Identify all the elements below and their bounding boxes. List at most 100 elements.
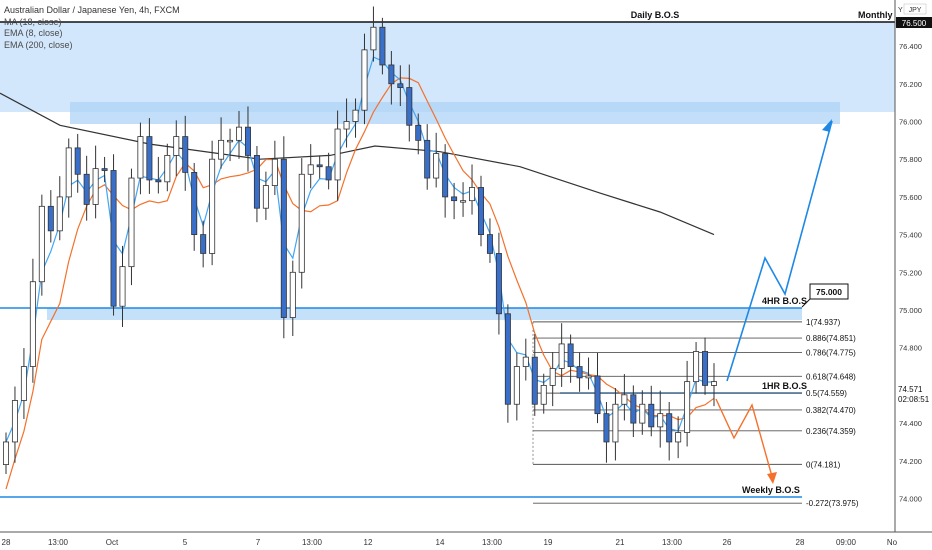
price-tick-label: 76.200 [899, 80, 922, 89]
candle-body [513, 366, 520, 405]
indicator-ma18[interactable]: MA (18, close) [4, 16, 62, 27]
candle-body [352, 109, 359, 122]
candle-body [316, 164, 323, 168]
fib-level-label: 1(74.937) [806, 318, 841, 327]
candle-body [253, 155, 260, 209]
candle-body [110, 170, 117, 307]
weekly-bos-label: Weekly B.O.S [742, 485, 800, 495]
price-tick-label: 75.200 [899, 268, 922, 277]
candle-body [504, 313, 511, 405]
candle-body [675, 432, 682, 443]
candle-body [343, 121, 350, 130]
monthly-label: Monthly [858, 10, 893, 20]
time-tick-label: 13:00 [482, 538, 503, 547]
ema-200-line [0, 92, 715, 236]
fib-level-label: 0.786(74.775) [806, 348, 856, 357]
candle-body [603, 413, 610, 443]
candle-body [65, 147, 72, 198]
h4-price-label: 75.000 [816, 287, 842, 297]
candle-body [29, 281, 36, 367]
candle-body [415, 124, 422, 141]
currency-badge-text: JPY [909, 7, 922, 14]
chart-legend[interactable]: Australian Dollar / Japanese Yen, 4h, FX… [4, 5, 180, 51]
fib-level-label: -0.272(73.975) [806, 499, 859, 508]
candle-body [469, 187, 476, 202]
candle-body [119, 266, 126, 307]
candle-body [218, 139, 225, 160]
candle-body [173, 136, 180, 156]
candle-body [164, 155, 171, 183]
time-tick-label: 21 [616, 538, 625, 547]
candle-body [3, 441, 9, 465]
current-price-text: 74.571 [898, 385, 923, 394]
currency-badge [903, 3, 927, 15]
candle-body [11, 400, 18, 443]
candle-body [128, 177, 135, 268]
symbol-title: Australian Dollar / Japanese Yen, 4h, FX… [4, 5, 180, 15]
bearish-arrowhead [767, 472, 777, 484]
candle-body [424, 139, 431, 179]
candle-body [451, 196, 458, 202]
h4-zone [47, 308, 802, 320]
fib-level-label: 0.618(74.648) [806, 372, 856, 381]
bullish-arrowhead [822, 119, 832, 132]
candle-body [433, 153, 440, 179]
candle-body [298, 173, 305, 273]
indicator-ema200[interactable]: EMA (200, close) [4, 39, 73, 50]
candle-body [388, 64, 395, 85]
time-tick-label: No [887, 538, 898, 547]
candle-body [442, 153, 449, 198]
bullish-projection-arrow [726, 120, 833, 382]
candles [3, 6, 718, 474]
candle-body [531, 356, 538, 405]
candle-body [567, 343, 574, 367]
candle-body [702, 351, 709, 386]
time-tick-label: 28 [2, 538, 11, 547]
daily-bos-label: Daily B.O.S [631, 10, 680, 20]
h1-bos-label: 1HR B.O.S [762, 381, 807, 391]
candle-body [137, 136, 144, 179]
indicator-ema8[interactable]: EMA (8, close) [4, 28, 63, 38]
fib-level-label: 0.886(74.851) [806, 334, 856, 343]
time-ticks[interactable]: 28 13:00 Oct 5 7 13:00 12 14 13:00 19 21 13:00 26 28 0… [2, 538, 898, 547]
candle-body [621, 394, 628, 405]
price-tick-label: 75.800 [899, 155, 922, 164]
current-price-tag [896, 383, 932, 405]
top-price-tag-text: 76.500 [902, 19, 927, 28]
time-tick-label: 13:00 [302, 538, 323, 547]
candle-body [522, 356, 529, 367]
price-tick-label: 74.000 [899, 495, 922, 504]
time-tick-label: 12 [364, 538, 373, 547]
candle-body [83, 173, 90, 205]
candle-body [227, 139, 234, 143]
price-tick-label: 74.200 [899, 457, 922, 466]
candle-body [612, 403, 619, 443]
h4-price-callout: 75.000 [801, 283, 849, 308]
candle-body [20, 366, 27, 401]
candle-body [594, 375, 601, 415]
top-price-tag [896, 17, 932, 28]
candle-body [585, 375, 592, 379]
candle-body [236, 126, 243, 141]
candle-body [540, 384, 547, 405]
candle-body [666, 413, 673, 443]
candle-body [576, 366, 583, 379]
fib-level-label: 0.236(74.359) [806, 427, 856, 436]
candle-body [262, 185, 269, 209]
price-tick-label: 76.400 [899, 42, 922, 51]
price-axis[interactable] [895, 0, 932, 532]
time-tick-label: 28 [796, 538, 805, 547]
candle-body [334, 128, 341, 181]
candle-body [711, 381, 718, 386]
currency-prefix: Y [898, 7, 903, 14]
candle-body [244, 126, 251, 156]
price-tick-label: 74.400 [899, 419, 922, 428]
candle-body [271, 158, 278, 186]
candle-body [361, 49, 368, 111]
candle-body [56, 196, 63, 232]
time-tick-label: 09:00 [836, 538, 857, 547]
monthly-supply-zone [0, 22, 895, 112]
candle-body [630, 394, 637, 424]
